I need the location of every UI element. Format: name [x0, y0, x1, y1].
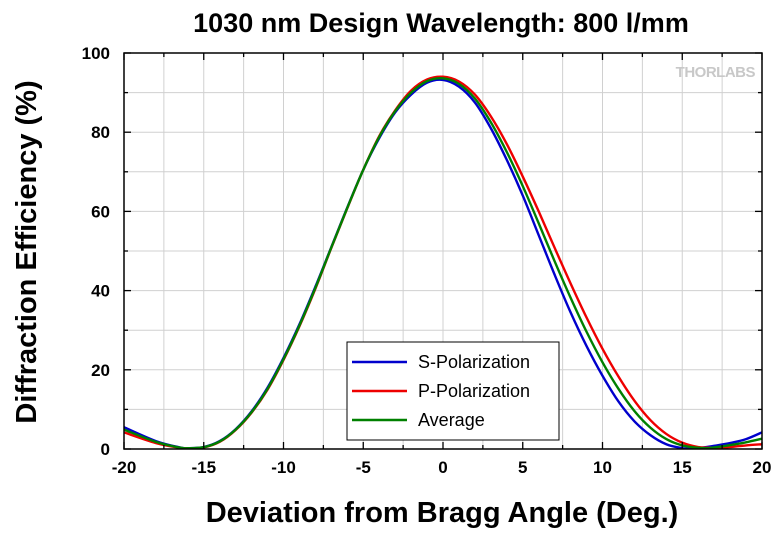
x-tick-label: 0: [438, 458, 447, 477]
legend-label-s-polarization: S-Polarization: [418, 352, 530, 372]
x-tick-label: 10: [593, 458, 612, 477]
x-tick-label: 15: [673, 458, 692, 477]
y-tick-label: 20: [91, 361, 110, 380]
axis-ticks: [123, 52, 763, 450]
x-tick-label: -5: [356, 458, 371, 477]
series-line-average: [124, 77, 762, 449]
x-tick-label: -15: [191, 458, 216, 477]
legend-label-p-polarization: P-Polarization: [418, 381, 530, 401]
x-tick-label: 20: [753, 458, 772, 477]
legend-label-average: Average: [418, 410, 485, 430]
y-tick-label: 100: [82, 44, 110, 63]
x-tick-label: -10: [271, 458, 296, 477]
legend-items: S-Polarization P-Polarization Average: [352, 352, 530, 430]
chart-legend: S-Polarization P-Polarization Average: [346, 341, 560, 441]
y-tick-label: 80: [91, 123, 110, 142]
y-tick-label: 60: [91, 202, 110, 221]
y-axis-label: Diffraction Efficiency (%): [11, 80, 43, 423]
x-tick-label: 5: [518, 458, 527, 477]
plot-series-group: [124, 75, 762, 449]
y-tick-label: 40: [91, 282, 110, 301]
x-tick-label: -20: [112, 458, 137, 477]
thorlabs-watermark: THORLABS: [676, 64, 756, 81]
chart-title: 1030 nm Design Wavelength: 800 l/mm: [193, 8, 689, 38]
x-axis-label: Deviation from Bragg Angle (Deg.): [206, 497, 679, 529]
y-tick-label: 0: [101, 440, 110, 459]
tick-labels: -20 -15 -10 -5 0 5 10 15 20 0 20 40 60 80 100: [82, 44, 772, 477]
